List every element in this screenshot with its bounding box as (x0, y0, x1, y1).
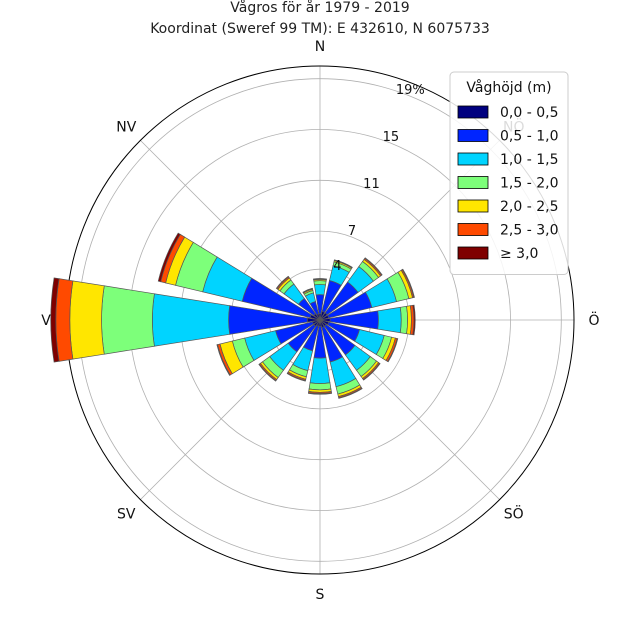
legend-swatch (457, 223, 489, 236)
rose-bar-segment (50, 277, 60, 363)
legend-swatch (457, 199, 489, 213)
direction-label: S (316, 587, 325, 603)
rose-bar-segment (286, 372, 306, 382)
direction-label: SÖ (504, 505, 524, 523)
legend-swatch (457, 246, 489, 260)
legend-title: Våghöjd (m) (466, 79, 551, 96)
direction-label: N (315, 39, 325, 55)
radial-tick-labels: 4 7 11 15 19% (333, 83, 424, 274)
rose-bar-segment (313, 278, 327, 280)
rose-bar-segment (152, 293, 231, 347)
legend-swatch (457, 176, 489, 189)
rose-bar-segment (412, 304, 416, 336)
rose-bar-segment (69, 280, 105, 360)
direction-label: Ö (588, 311, 599, 329)
legend-entry-label: 0,0 - 0,5 (500, 105, 558, 121)
legend-entry-label: ≥ 3,0 (500, 246, 538, 262)
radial-tick-label: 4 (333, 259, 341, 274)
rose-bar-segment (314, 284, 326, 296)
rose-bar-segment (302, 287, 313, 293)
radial-tick-label: 15 (383, 130, 400, 145)
chart-title: Vågros för år 1979 - 2019 (230, 0, 409, 16)
radial-tick-label: 7 (348, 224, 356, 239)
rose-bar-segment (387, 338, 399, 363)
rose-bar-segment (362, 362, 381, 381)
direction-label: SV (117, 507, 136, 523)
rose-bar-segment (377, 306, 402, 334)
legend-entry-label: 0,5 - 1,0 (500, 129, 558, 145)
direction-label: V (41, 313, 51, 329)
rose-bar-segment (101, 285, 155, 355)
rose-bar-segment (333, 259, 353, 268)
legend-swatch (457, 152, 489, 166)
legend-swatch (457, 105, 489, 119)
direction-label: NV (116, 119, 136, 135)
legend-entry-label: 1,5 - 2,0 (500, 176, 558, 192)
rose-bar-segment (157, 232, 181, 283)
legend-frame (449, 71, 569, 275)
rose-bar-segment (401, 268, 415, 298)
legend-swatch (457, 129, 489, 142)
rose-bar-segment (364, 257, 383, 276)
rose-bar-segment (308, 382, 332, 391)
rose-bar-segment (258, 363, 277, 382)
legend-entry-label: 2,5 - 3,0 (500, 223, 558, 239)
legend: Våghöjd (m) 0,0 - 0,5 0,5 - 1,0 1,0 - 1,5 1,… (449, 71, 569, 275)
chart-subtitle: Koordinat (Sweref 99 TM): E 432610, N 60… (150, 21, 490, 37)
legend-entry-label: 1,0 - 1,5 (500, 152, 558, 168)
rose-bar-segment (216, 344, 231, 376)
rose-bar-segment (307, 392, 333, 395)
radial-tick-label: 11 (363, 177, 380, 192)
rose-bars (50, 232, 416, 399)
rose-bar-segment (275, 275, 290, 290)
rose-bar-segment (313, 280, 327, 286)
radial-tick-label: 19% (396, 83, 425, 98)
rose-bar-segment (399, 305, 408, 335)
rose-bar-segment (309, 357, 331, 384)
legend-entry-label: 2,0 - 2,5 (500, 199, 558, 215)
rose-bar-segment (338, 387, 363, 399)
